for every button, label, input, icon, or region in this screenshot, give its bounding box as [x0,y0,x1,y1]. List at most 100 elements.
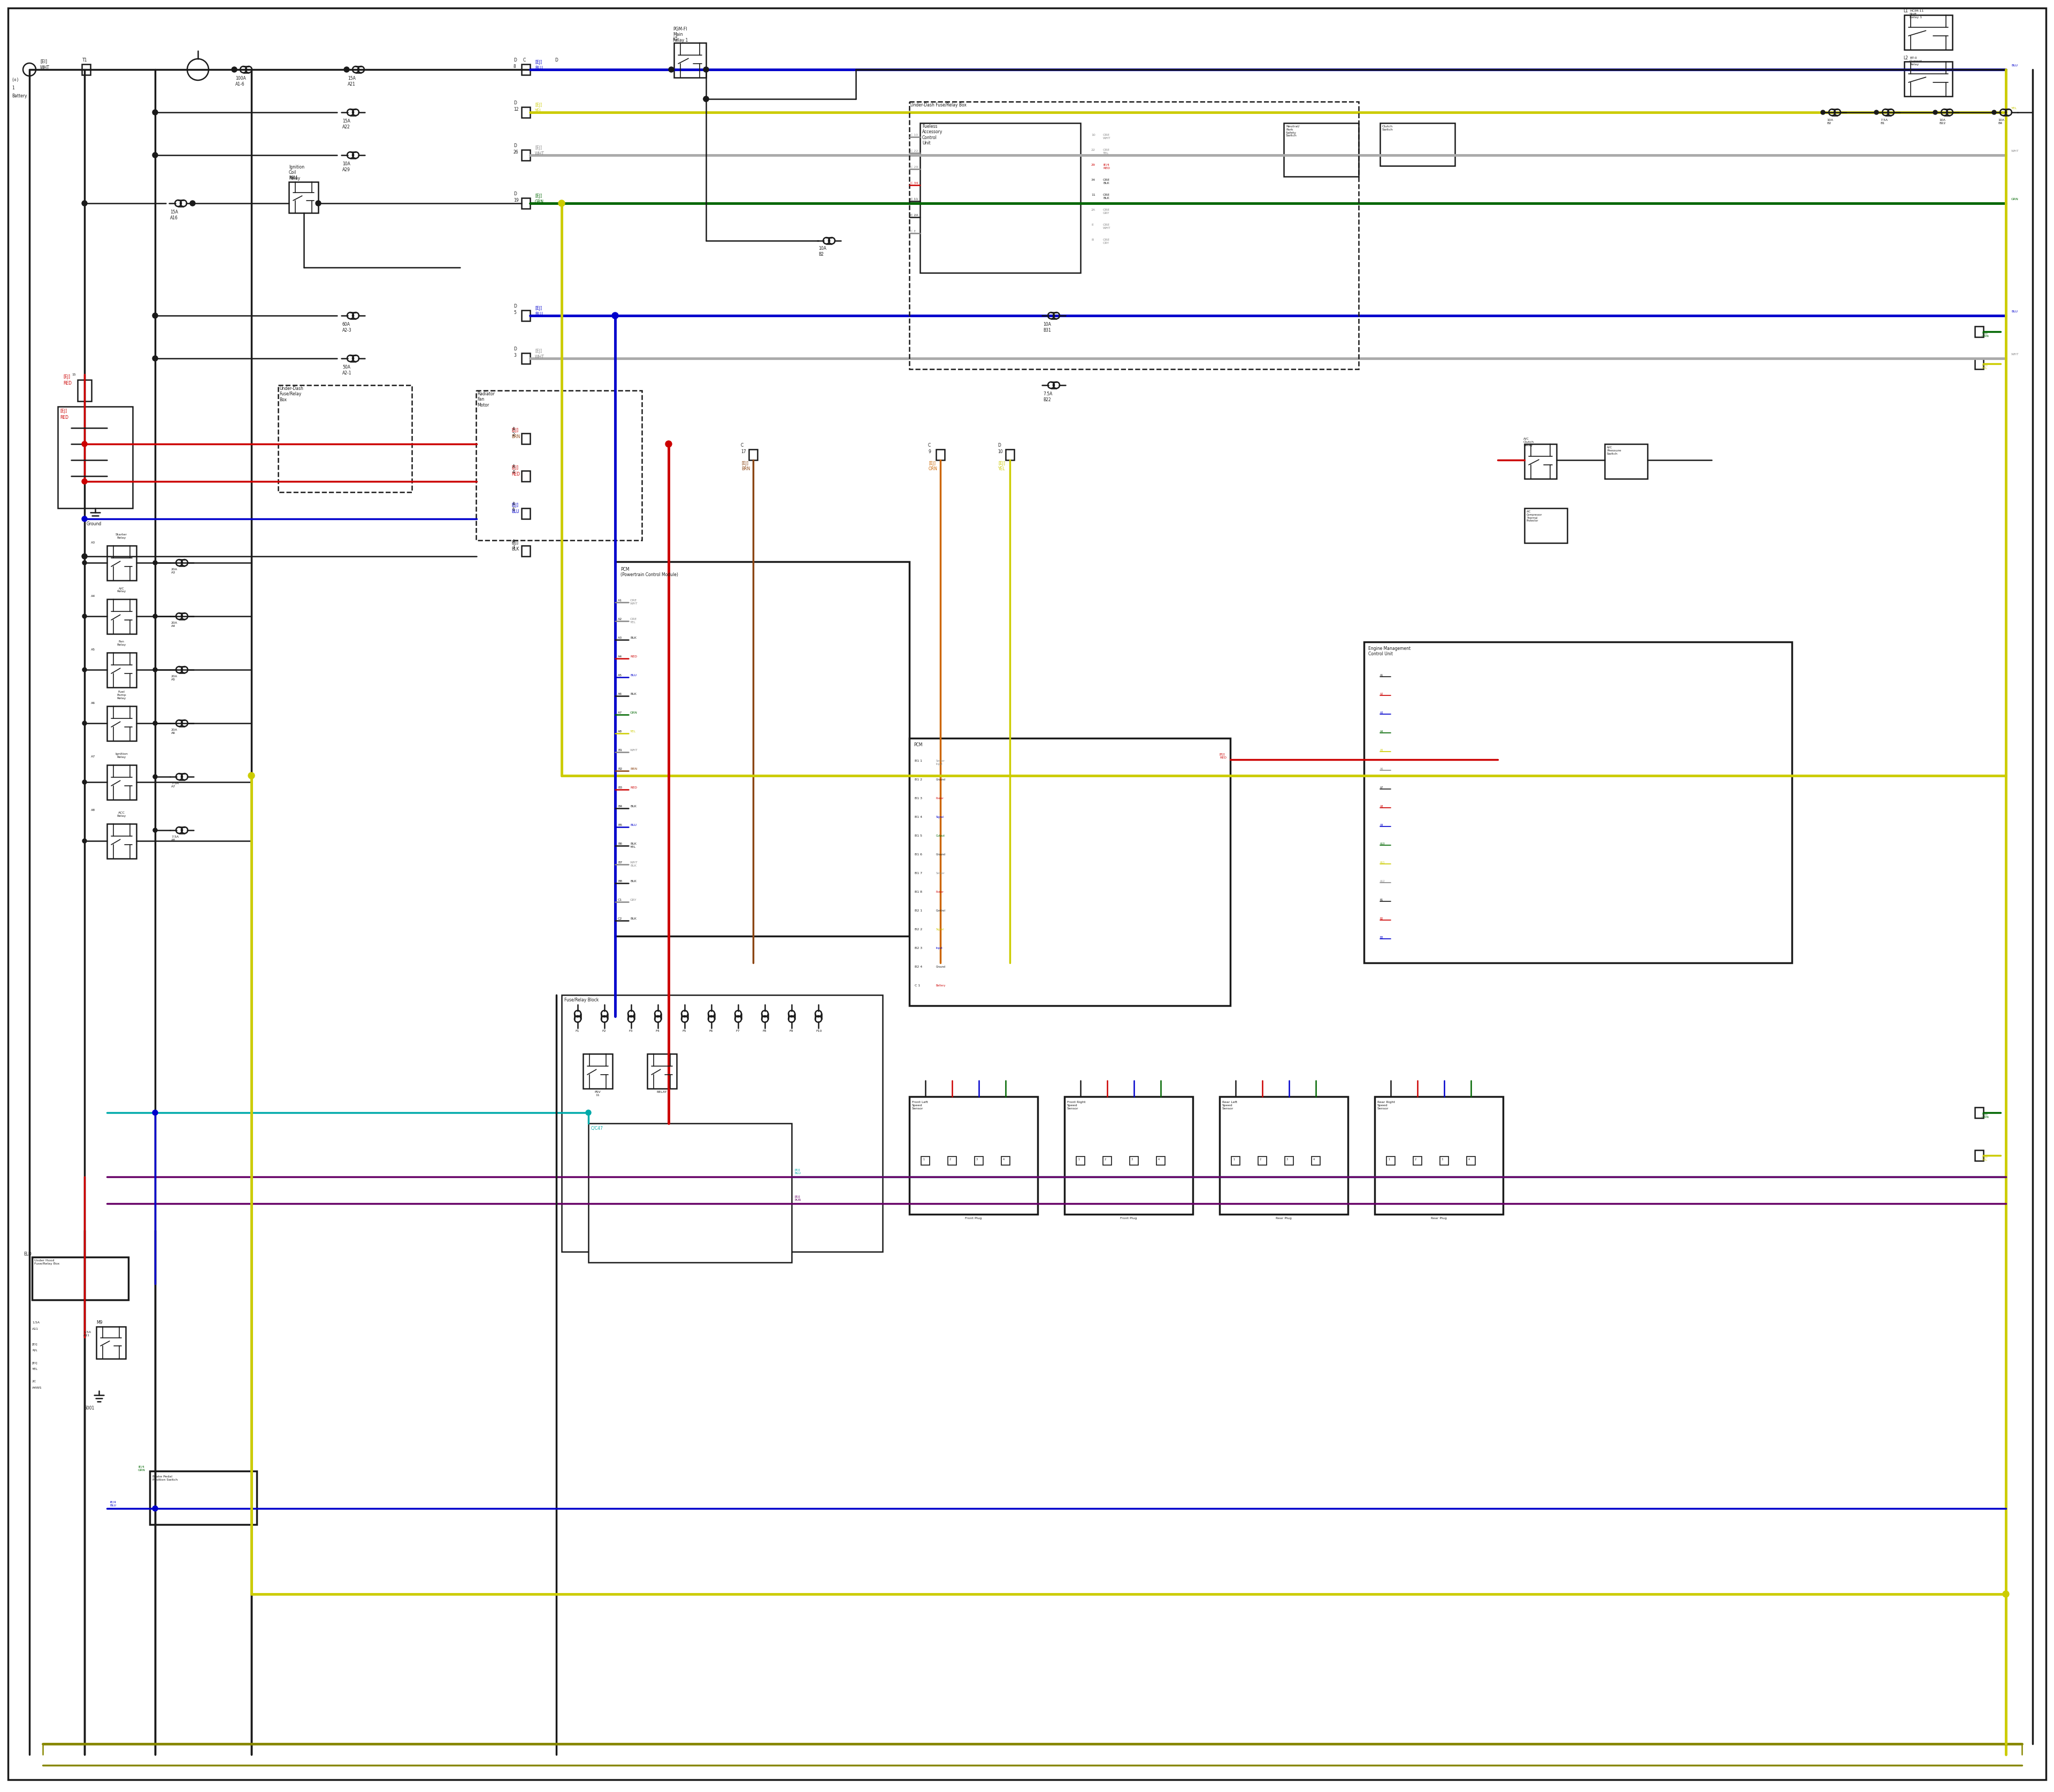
Circle shape [702,66,709,72]
Text: Ground: Ground [937,853,945,857]
Text: F4: F4 [655,1030,659,1032]
Text: C 22: C 22 [910,151,918,152]
Text: A29: A29 [343,167,351,172]
Text: 8: 8 [514,65,516,70]
Text: A5: A5 [90,649,94,650]
Text: 10A
B2: 10A B2 [1826,118,1832,124]
Circle shape [152,152,158,158]
Circle shape [585,1109,592,1115]
Circle shape [152,615,158,618]
Text: [EJ]
GRN: [EJ] GRN [1982,1113,1988,1118]
Text: Engine Management
Control Unit: Engine Management Control Unit [1368,647,1411,656]
Text: B3: B3 [618,787,622,788]
Circle shape [702,97,709,102]
Text: [EJ]: [EJ] [534,102,542,108]
Bar [974,1156,984,1165]
Text: 6: 6 [511,507,516,513]
Bar [1103,1156,1111,1165]
Circle shape [82,780,86,785]
Text: 20A
A4: 20A A4 [170,622,177,627]
Bar [522,545,530,556]
Circle shape [343,66,349,72]
Text: 7.5A
A7: 7.5A A7 [170,781,179,788]
Text: Under-Dash Fuse/Relay Box: Under-Dash Fuse/Relay Box [910,102,967,108]
Text: BLK: BLK [511,547,520,552]
Text: ORE
YEL: ORE YEL [631,618,637,624]
Bar [58,407,134,509]
Circle shape [1820,109,1826,115]
Text: RELAY: RELAY [657,1091,668,1093]
Bar [522,197,530,208]
Circle shape [702,97,709,102]
Text: B1: B1 [1380,898,1384,901]
Text: B1 3: B1 3 [914,797,922,799]
Text: 1: 1 [511,545,516,550]
Text: [EJ]
YEL: [EJ] YEL [1982,1156,1988,1161]
Text: 10: 10 [998,450,1002,453]
Text: D: D [555,57,559,63]
Text: BLU: BLU [631,824,637,826]
Text: Fueless
Accessory
Control
Unit: Fueless Accessory Control Unit [922,124,943,145]
Circle shape [2003,1591,2009,1597]
Text: BLU: BLU [631,674,637,677]
Text: [EJ]: [EJ] [511,539,518,545]
Bar [1440,1156,1448,1165]
Bar [1286,1156,1294,1165]
Text: C 2A: C 2A [910,213,918,217]
Text: GRN: GRN [2011,197,2019,201]
Text: R/L: R/L [33,1349,37,1351]
Text: B2 4: B2 4 [914,966,922,968]
Bar [522,471,530,482]
Text: Sensor: Sensor [937,873,945,874]
Text: A6: A6 [618,694,622,695]
Text: A6: A6 [1380,767,1384,771]
Text: Rear Left
Speed
Sensor: Rear Left Speed Sensor [1222,1100,1237,1109]
Circle shape [82,839,86,842]
Bar [1386,1156,1395,1165]
Text: D: D [998,443,1000,448]
Circle shape [670,66,674,72]
Text: A12: A12 [1380,880,1384,883]
Text: [EJ]: [EJ] [511,466,518,470]
Text: [EJ]
ORN: [EJ] ORN [928,461,939,471]
Text: A8: A8 [618,729,622,733]
Text: D: D [514,143,518,149]
Text: A/C
Pressure
Switch: A/C Pressure Switch [1606,446,1621,455]
Text: [EJ]: [EJ] [534,306,542,310]
Text: PCM
(Powertrain Control Module): PCM (Powertrain Control Module) [620,566,678,577]
Text: B2 2: B2 2 [914,928,922,930]
Text: BLU: BLU [2011,65,2017,66]
Text: Front Plug: Front Plug [1119,1217,1138,1220]
Circle shape [559,201,565,206]
Text: M44: M44 [290,176,298,181]
Text: A22: A22 [343,125,351,129]
Text: Front Right
Speed
Sensor: Front Right Speed Sensor [1068,1100,1087,1109]
Text: A8: A8 [90,808,94,812]
Text: A4: A4 [618,656,622,658]
Text: Rear Plug: Rear Plug [1276,1217,1292,1220]
Text: ORE
WHT: ORE WHT [1103,134,1111,140]
Text: B2: B2 [618,767,622,771]
Bar [1524,444,1557,478]
Text: 2: 2 [511,432,516,437]
Text: B1 8: B1 8 [914,891,922,894]
Text: A5: A5 [618,674,622,677]
Text: RED: RED [511,471,520,477]
Bar [947,1156,957,1165]
Circle shape [152,1109,158,1115]
Text: ORE
BLK: ORE BLK [1103,179,1109,185]
Text: ORE
CRY: ORE CRY [1103,238,1109,244]
Circle shape [232,66,236,72]
Text: B2 3: B2 3 [914,946,922,950]
Text: 11: 11 [1091,194,1095,197]
Text: GRN: GRN [534,199,544,204]
Text: [EJ]: [EJ] [534,59,542,65]
Text: Fuel
Pump
Relay: Fuel Pump Relay [117,690,125,699]
Text: B: B [1091,238,1093,242]
Text: ORE
WHT: ORE WHT [1103,224,1111,229]
Bar [1374,1097,1504,1215]
Text: C 11: C 11 [910,197,918,201]
Bar [1904,61,1953,97]
Bar [33,1256,127,1299]
Circle shape [1873,109,1879,115]
